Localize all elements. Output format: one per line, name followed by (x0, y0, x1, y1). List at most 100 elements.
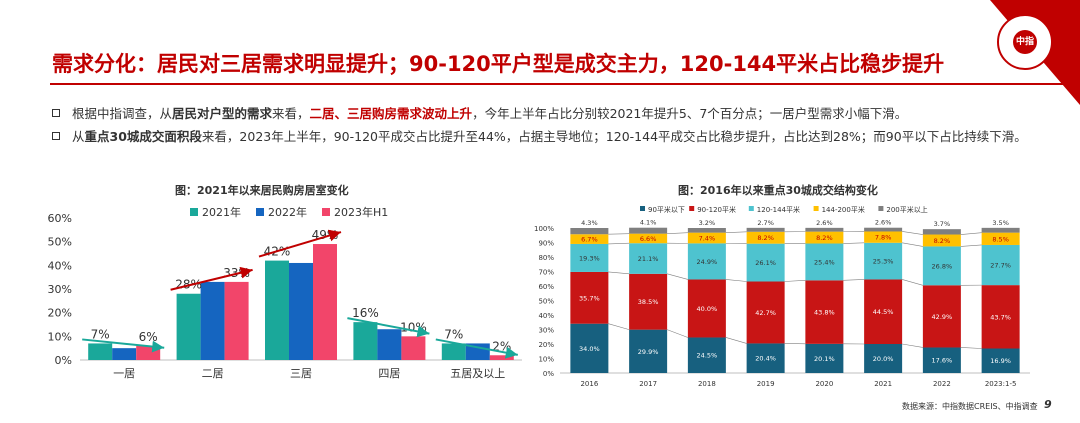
connector-line (960, 232, 982, 235)
connector-line (667, 329, 688, 338)
connector-line (902, 231, 923, 235)
bullet-list: 根据中指调查，从居民对户型的需求来看，二居、三居购房需求波动上升，今年上半年占比… (52, 104, 1052, 150)
text-run-bold: 重点30城成交面积段 (84, 129, 202, 144)
connector-line (843, 279, 865, 281)
y-tick-label: 40% (538, 312, 554, 320)
text-run: 来看，2023年上半年，90-120平成交占比提升至44%，占据主导地位；120… (201, 129, 1027, 144)
text-run: ，今年上半年占比分别较2021年提升5、7个百分点；一居户型需求小幅下滑。 (472, 106, 908, 121)
segment-label: 6.6% (640, 235, 657, 243)
stack-seg-3-0 (570, 234, 609, 244)
stack-seg-1-3 (746, 281, 785, 344)
segment-label: 40.0% (697, 305, 718, 313)
y-tick-label: 80% (538, 254, 554, 262)
connector-line (843, 242, 865, 244)
connector-line (608, 271, 630, 275)
connector-line (725, 279, 747, 282)
trend-arrow (82, 338, 165, 353)
stack-seg-4-7 (981, 227, 1020, 233)
segment-label: 20.1% (814, 355, 835, 363)
legend-label: 90-120平米 (697, 205, 736, 214)
stack-seg-0-3 (746, 343, 785, 373)
stack-seg-0-2 (687, 337, 726, 373)
trend-arrow (258, 229, 342, 258)
x-tick-label: 2019 (757, 380, 775, 388)
data-label: 6% (139, 330, 158, 344)
segment-label: 8.5% (992, 235, 1009, 243)
segment-label: 3.7% (934, 220, 951, 228)
segment-label: 25.4% (814, 258, 835, 266)
stack-seg-2-2 (687, 243, 726, 280)
connector-line (725, 231, 747, 233)
stack-seg-0-4 (805, 343, 844, 373)
bar-0-3 (353, 322, 378, 360)
data-source-note: 数据来源：中指数据CREIS、中指调查 (902, 402, 1038, 411)
connector-line (784, 280, 806, 282)
y-tick-label: 60% (538, 283, 554, 291)
stack-seg-3-4 (805, 231, 844, 244)
segment-label: 26.8% (932, 262, 953, 270)
bullet-item-2: 从重点30城成交面积段来看，2023年上半年，90-120平成交占比提升至44%… (52, 127, 1052, 147)
segment-label: 24.9% (697, 258, 718, 266)
stack-seg-1-4 (805, 280, 844, 344)
stack-seg-3-1 (629, 233, 668, 244)
connector-line (902, 242, 923, 247)
stack-seg-0-1 (629, 329, 668, 373)
segment-label: 7.4% (699, 235, 716, 243)
y-tick-label: 20% (538, 341, 554, 349)
x-tick-label: 三居 (290, 367, 312, 380)
stack-seg-2-0 (570, 243, 609, 272)
y-tick-label: 50% (538, 298, 554, 306)
bar-2-1 (224, 281, 249, 360)
y-tick-label: 70% (538, 269, 554, 277)
stack-seg-3-5 (864, 231, 903, 243)
segment-label: 20.0% (873, 355, 894, 363)
chart2-title: 图：2016年以来重点30城成交结构变化 (678, 184, 878, 197)
x-tick-label: 一居 (113, 367, 135, 380)
connector-line (608, 242, 630, 245)
stack-seg-4-6 (922, 229, 961, 235)
text-run: 从 (72, 129, 85, 144)
legend-swatch (190, 208, 198, 216)
checkbox-square-icon (52, 109, 60, 117)
segment-label: 6.7% (581, 236, 598, 244)
stack-seg-0-0 (570, 323, 609, 373)
stack-seg-3-6 (922, 234, 961, 247)
company-logo: 中指 (997, 14, 1053, 70)
bullet-item-1: 根据中指调查，从居民对户型的需求来看，二居、三居购房需求波动上升，今年上半年占比… (52, 104, 1052, 124)
segment-label: 16.9% (990, 357, 1011, 365)
text-run: 根据中指调查，从 (72, 106, 173, 121)
segment-label: 35.7% (579, 294, 600, 302)
page-title: 需求分化：居民对三居需求明显提升；90-120平户型是成交主力，120-144平… (52, 52, 945, 76)
y-tick-label: 30% (538, 327, 554, 335)
stack-seg-4-0 (570, 228, 609, 235)
legend-swatch (878, 206, 884, 211)
connector-line (667, 232, 688, 234)
stack-seg-1-5 (864, 279, 903, 344)
legend-label: 2021年 (202, 205, 241, 219)
legend-swatch (813, 206, 819, 211)
segment-label: 19.3% (579, 254, 600, 262)
y-tick-label: 60% (48, 212, 72, 225)
segment-label: 44.5% (873, 308, 894, 316)
stack-seg-4-4 (805, 227, 844, 232)
segment-label: 27.7% (990, 262, 1011, 270)
segment-label: 42.7% (755, 309, 776, 317)
y-tick-label: 40% (48, 259, 72, 272)
connector-line (960, 244, 982, 247)
stack-seg-2-7 (981, 244, 1020, 286)
y-tick-label: 0% (543, 370, 554, 378)
x-tick-label: 2020 (815, 380, 833, 388)
bullet-text-1: 根据中指调查，从居民对户型的需求来看，二居、三居购房需求波动上升，今年上半年占比… (72, 106, 907, 121)
bar-0-2 (265, 260, 289, 360)
connector-line (902, 279, 923, 286)
segment-label: 2.6% (875, 219, 892, 227)
legend-label: 120-144平米 (757, 205, 800, 214)
text-run-bold: 居民对户型的需求 (172, 106, 273, 121)
stack-seg-1-7 (981, 285, 1020, 349)
segment-label: 42.9% (932, 313, 953, 321)
trend-arrow (170, 266, 253, 291)
y-tick-label: 50% (48, 236, 72, 249)
x-tick-label: 二居 (202, 367, 224, 380)
stack-seg-3-7 (981, 232, 1020, 245)
connector-line (960, 347, 982, 349)
